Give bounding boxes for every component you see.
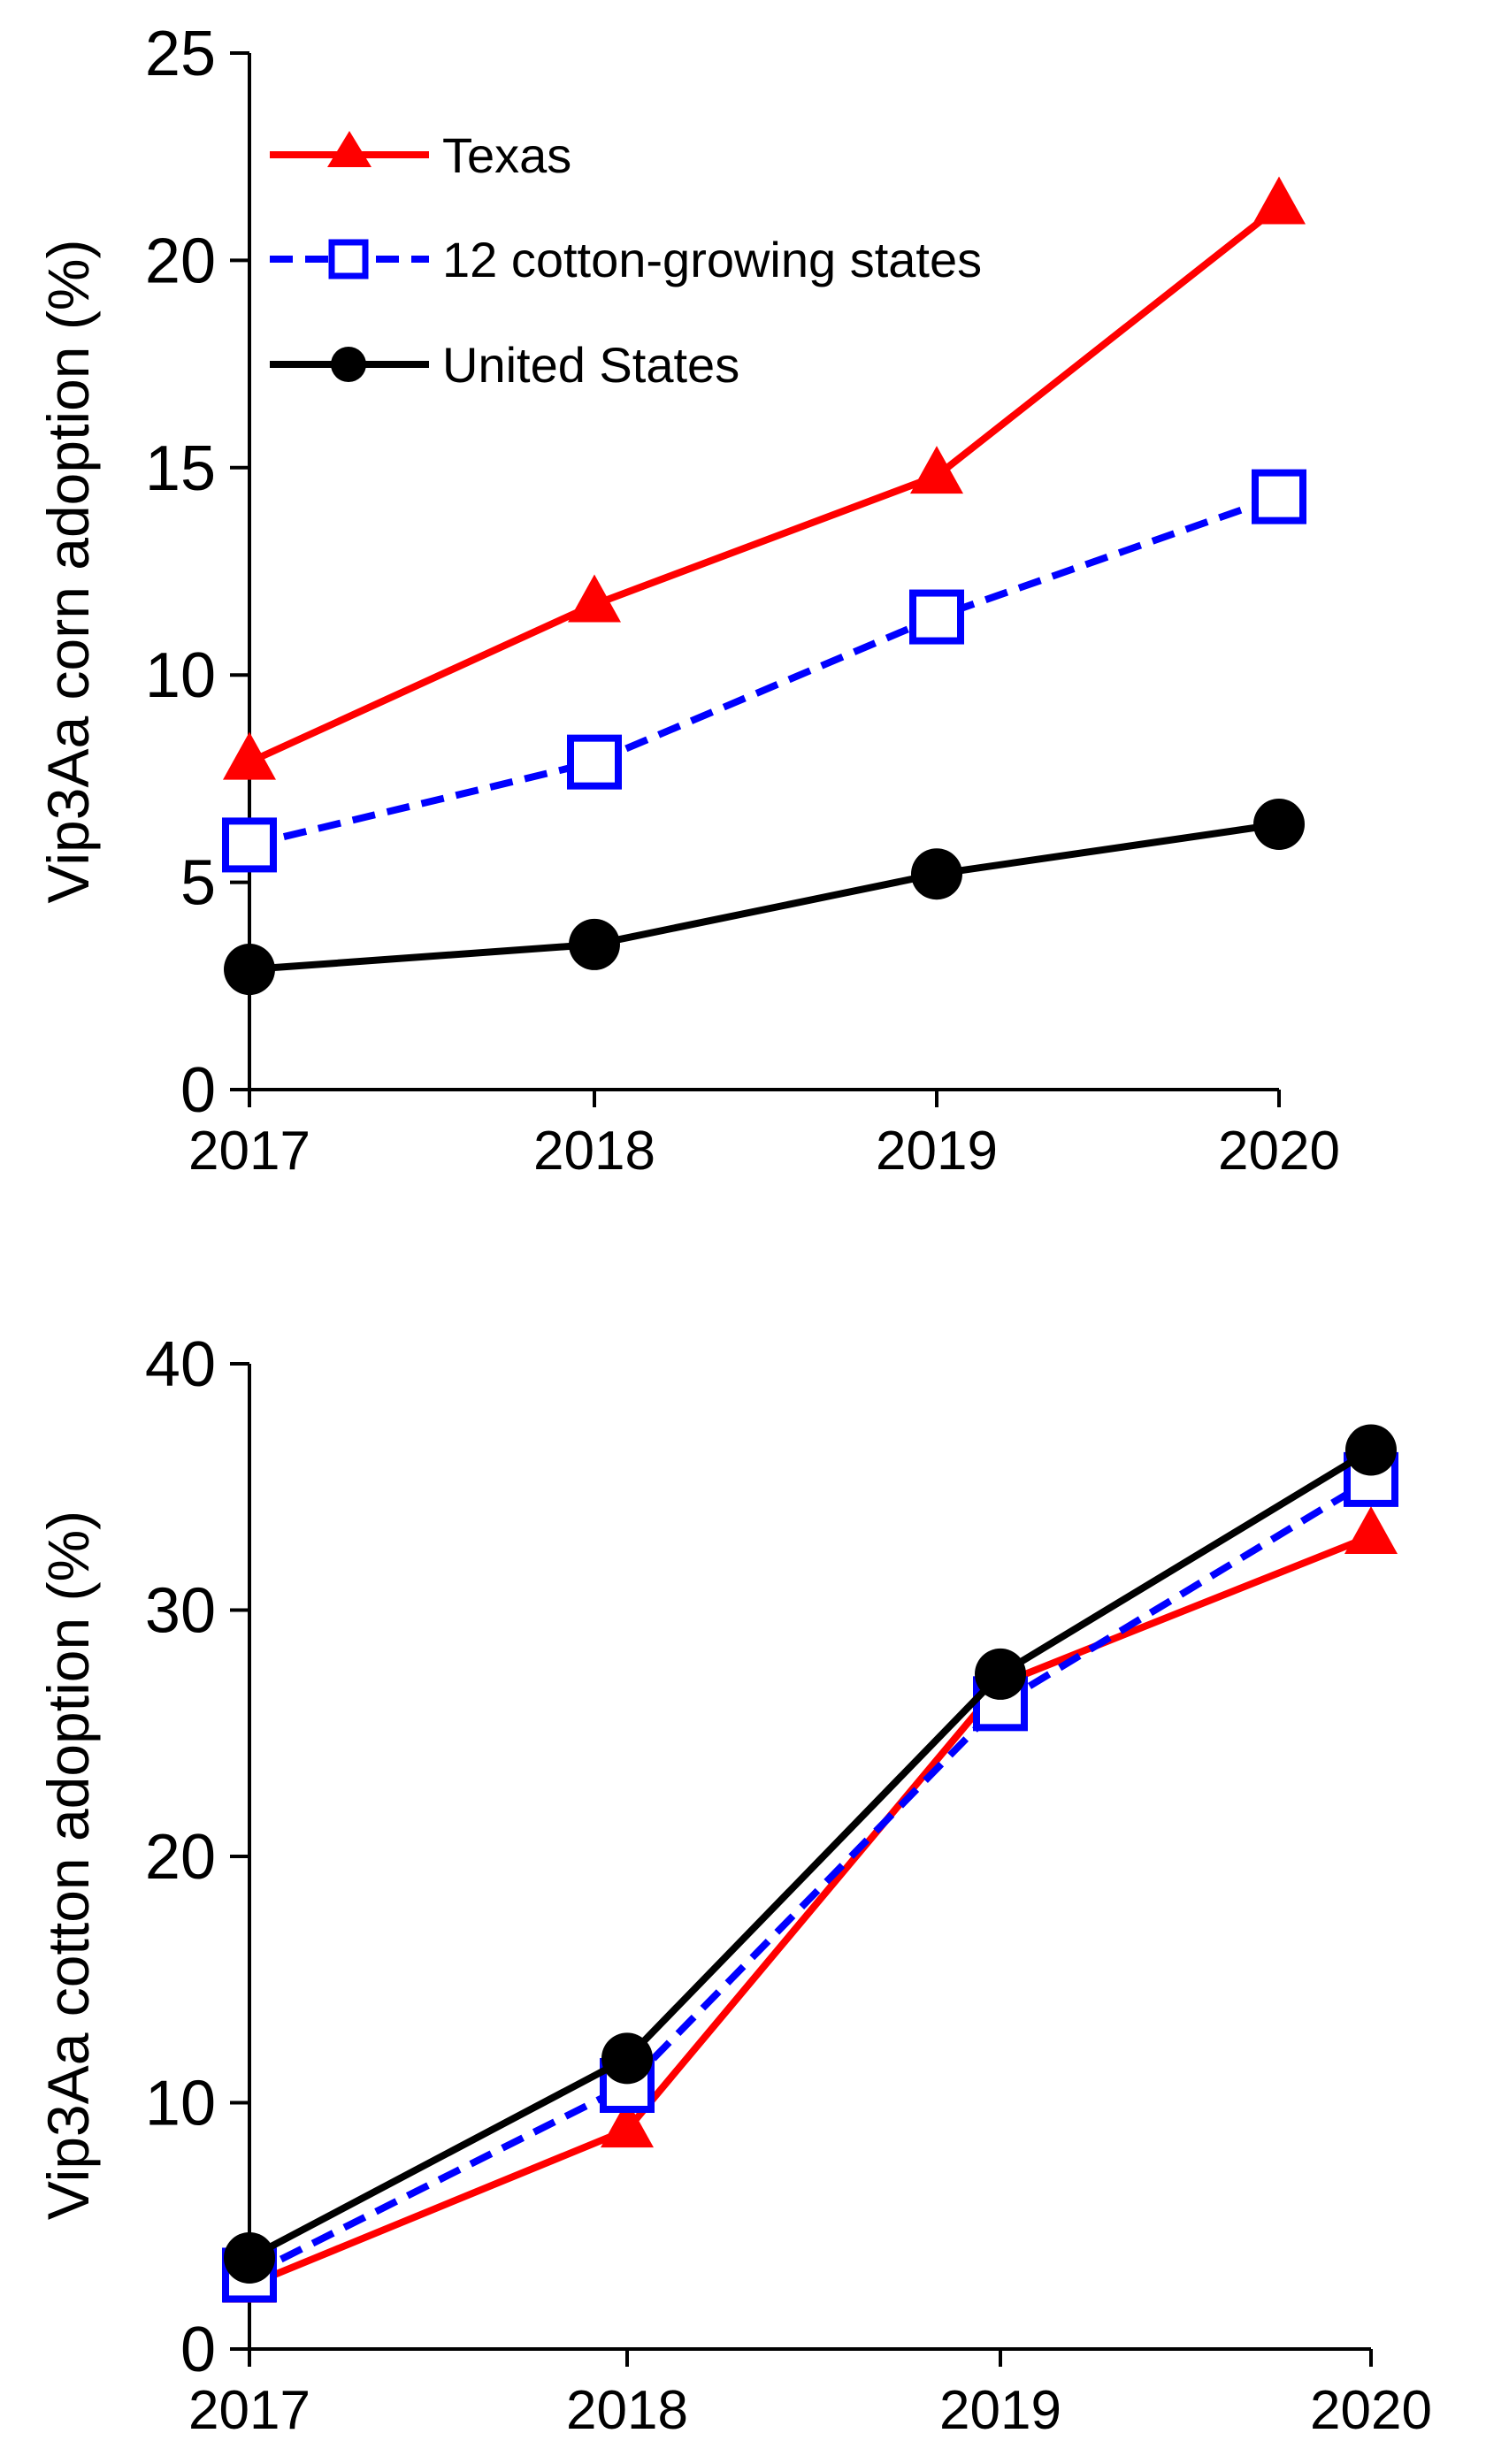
cotton-point-texas <box>1344 1505 1398 1554</box>
corn-line-texas <box>248 203 1282 766</box>
corn-chart: 0 5 10 15 20 25 2017 2018 2019 2020 Vip3Aa corn … <box>35 19 1340 1182</box>
cotton-point-united-states <box>1345 1424 1397 1476</box>
corn-y-tick-label: 0 <box>180 1055 216 1126</box>
cotton-line-united-states <box>248 1447 1374 2261</box>
legend-label-12-states: 12 cotton-growing states <box>442 232 982 287</box>
cotton-line-12-cotton-growing-states <box>248 1476 1374 2279</box>
corn-point-12-cotton-growing-states <box>1252 469 1306 524</box>
cotton-x-tick-label: 2018 <box>566 2380 688 2441</box>
cotton-y-tick-label: 10 <box>145 2069 216 2139</box>
cotton-line-texas <box>248 1533 1373 2289</box>
legend-label-united-states: United States <box>442 337 739 393</box>
corn-point-12-cotton-growing-states <box>222 817 277 873</box>
cotton-y-tick-label: 30 <box>145 1576 216 1647</box>
corn-x-tick-label: 2020 <box>1218 1121 1340 1182</box>
legend-entry-united-states: United States <box>270 337 739 393</box>
cotton-x-tick-label: 2017 <box>188 2380 310 2441</box>
corn-point-texas <box>1252 176 1306 225</box>
corn-y-tick-label: 10 <box>145 640 216 711</box>
corn-y-tick-label: 20 <box>145 226 216 296</box>
cotton-point-united-states <box>601 2032 653 2085</box>
corn-x-tick-label: 2019 <box>876 1121 998 1182</box>
legend-label-texas: Texas <box>442 127 571 183</box>
cotton-chart: 0 10 20 30 40 2017 2018 2019 2020 Vip3Aa cotton… <box>35 1329 1432 2441</box>
legend: Texas 12 cotton-growing states United St… <box>270 127 982 393</box>
corn-point-united-states <box>569 918 620 970</box>
cotton-x-tick-label: 2020 <box>1310 2380 1432 2441</box>
corn-point-united-states <box>224 944 275 996</box>
corn-line-united-states <box>249 821 1280 974</box>
cotton-y-axis-label: Vip3Aa cotton adoption (%) <box>35 1511 101 2220</box>
cotton-point-united-states <box>224 2231 275 2284</box>
corn-point-texas <box>568 574 621 623</box>
corn-x-tick-label: 2017 <box>188 1121 310 1182</box>
cotton-point-united-states <box>975 1648 1026 1700</box>
corn-point-12-cotton-growing-states <box>567 734 622 790</box>
cotton-y-tick-label: 40 <box>145 1329 216 1400</box>
cotton-x-tick-label: 2019 <box>939 2380 1061 2441</box>
corn-x-tick-label: 2018 <box>533 1121 655 1182</box>
corn-point-texas <box>223 731 276 780</box>
cotton-y-tick-label: 20 <box>145 1822 216 1893</box>
corn-y-tick-label: 15 <box>145 433 216 504</box>
legend-marker-circle <box>331 347 366 382</box>
corn-y-axis-label: Vip3Aa corn adoption (%) <box>35 240 101 904</box>
corn-point-texas <box>910 446 963 494</box>
corn-point-united-states <box>911 848 962 900</box>
corn-y-tick-label: 5 <box>180 848 216 919</box>
corn-point-12-cotton-growing-states <box>909 589 964 645</box>
legend-entry-12-states: 12 cotton-growing states <box>270 232 982 287</box>
cotton-y-tick-label: 0 <box>180 2315 216 2385</box>
cotton-point-texas <box>601 2100 654 2148</box>
corn-point-united-states <box>1253 798 1305 850</box>
corn-line-12-cotton-growing-states <box>249 493 1281 849</box>
corn-y-tick-label: 25 <box>145 19 216 89</box>
legend-marker-square <box>328 239 369 279</box>
legend-entry-texas: Texas <box>270 127 571 183</box>
legend-marker-triangle <box>327 131 372 167</box>
